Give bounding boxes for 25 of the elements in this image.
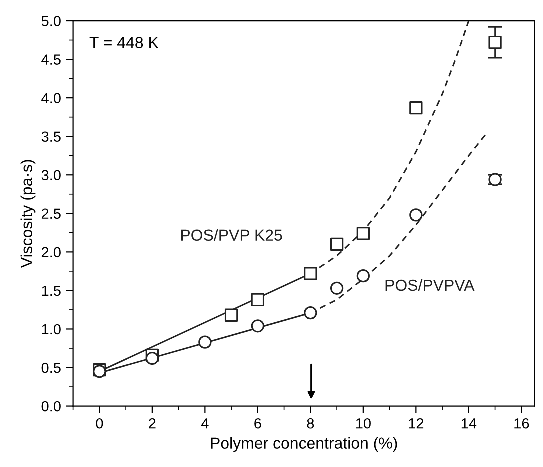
x-tick-label: 12 xyxy=(409,418,424,429)
x-tick-label: 10 xyxy=(356,418,371,429)
y-tick-label: 3.5 xyxy=(42,132,61,142)
y-tick-label: 1.0 xyxy=(42,324,61,335)
series-label: POS/PVPVA xyxy=(386,279,475,292)
x-tick-label: 2 xyxy=(149,418,156,429)
y-tick-label: 2.0 xyxy=(42,247,61,258)
y-tick-label: 0.0 xyxy=(42,401,61,412)
annotation: T = 448 K xyxy=(90,37,159,48)
y-tick-label: 1.5 xyxy=(42,286,61,296)
x-tick-label: 8 xyxy=(307,418,314,429)
x-axis-title: Polymer concentration (%) xyxy=(211,437,398,452)
x-tick-label: 16 xyxy=(514,418,530,429)
y-axis-title: Viscosity (pa·s) xyxy=(20,160,36,268)
y-tick-label: 4.5 xyxy=(42,54,61,65)
x-tick-label: 0 xyxy=(96,418,104,429)
y-tick-label: 0.5 xyxy=(42,362,61,374)
y-tick-label: 4.0 xyxy=(42,93,61,104)
y-tick-label: 5.0 xyxy=(42,16,61,26)
x-tick-label: 14 xyxy=(462,418,477,429)
x-tick-label: 6 xyxy=(254,418,262,429)
x-tick-label: 4 xyxy=(201,418,209,429)
y-tick-label: 3.0 xyxy=(42,170,61,181)
y-tick-label: 2.5 xyxy=(42,208,61,220)
text: POS/PVP K25 xyxy=(182,229,282,242)
